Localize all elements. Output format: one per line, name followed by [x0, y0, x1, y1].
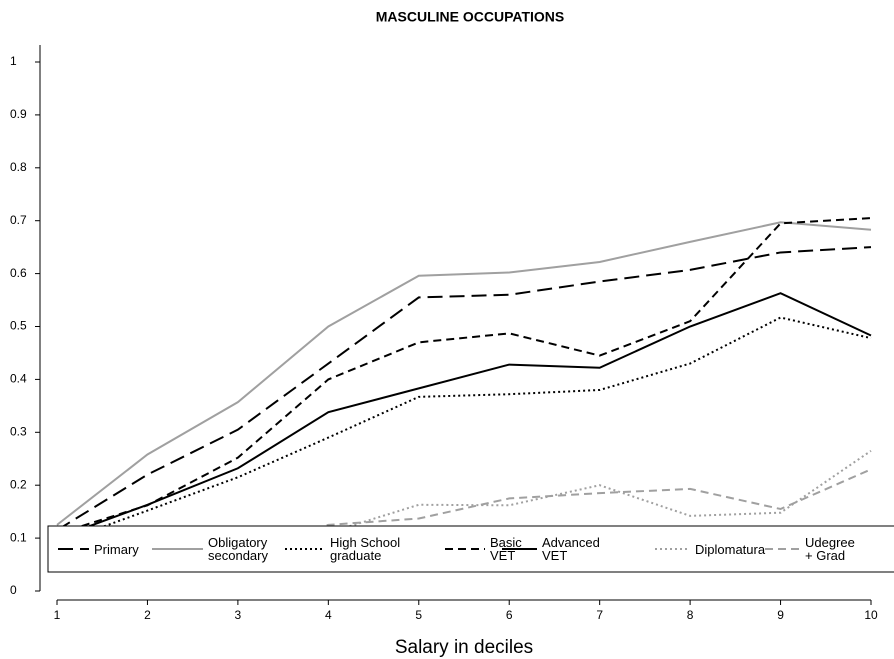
legend-text: High School graduate: [330, 535, 401, 563]
x-tick-label: 2: [144, 608, 151, 622]
legend-text: Obligatory secondary: [208, 535, 268, 563]
x-tick-label: 6: [506, 608, 513, 622]
series-line: [56, 217, 872, 535]
series-line: [56, 292, 872, 540]
x-tick-label: 4: [325, 608, 332, 622]
x-tick-label: 5: [415, 608, 422, 622]
y-tick-label: 0.3: [10, 424, 27, 438]
legend-label: Basic VET: [490, 529, 550, 569]
y-tick-label: 0.4: [10, 372, 27, 386]
chart-title: MASCULINE OCCUPATIONS: [376, 9, 564, 25]
y-tick-label: 0.8: [10, 160, 27, 174]
legend-label: High School graduate: [330, 529, 410, 569]
legend-label: Udegree + Grad: [805, 529, 863, 569]
y-tick-label: 0.2: [10, 477, 27, 491]
legend-text: Diplomatura: [695, 541, 766, 557]
series-line: [56, 221, 872, 526]
x-tick-label: 8: [687, 608, 694, 622]
legend-text: Primary: [94, 541, 139, 557]
legend-text: Udegree + Grad: [805, 535, 855, 563]
y-tick-label: 1: [10, 54, 17, 68]
y-tick-label: 0.7: [10, 213, 27, 227]
x-tick-label: 10: [864, 608, 878, 622]
x-tick-label: 9: [777, 608, 784, 622]
y-tick-label: 0.1: [10, 530, 27, 544]
legend-label: Obligatory secondary: [208, 529, 278, 569]
x-axis-label: Salary in deciles: [395, 637, 533, 658]
legend-text: Advanced VET: [542, 535, 600, 563]
y-tick-label: 0: [10, 583, 17, 597]
x-tick-label: 3: [235, 608, 242, 622]
y-tick-label: 0.9: [10, 107, 27, 121]
legend-text: Basic VET: [490, 535, 522, 563]
y-tick-label: 0.5: [10, 319, 27, 333]
legend-label: Advanced VET: [542, 529, 602, 569]
legend-label: Diplomatura: [695, 529, 795, 569]
x-tick-label: 7: [596, 608, 603, 622]
series-line: [56, 246, 872, 532]
legend-label: Primary: [94, 529, 194, 569]
series-line: [56, 316, 872, 545]
x-tick-label: 1: [54, 608, 61, 622]
y-tick-label: 0.6: [10, 266, 27, 280]
